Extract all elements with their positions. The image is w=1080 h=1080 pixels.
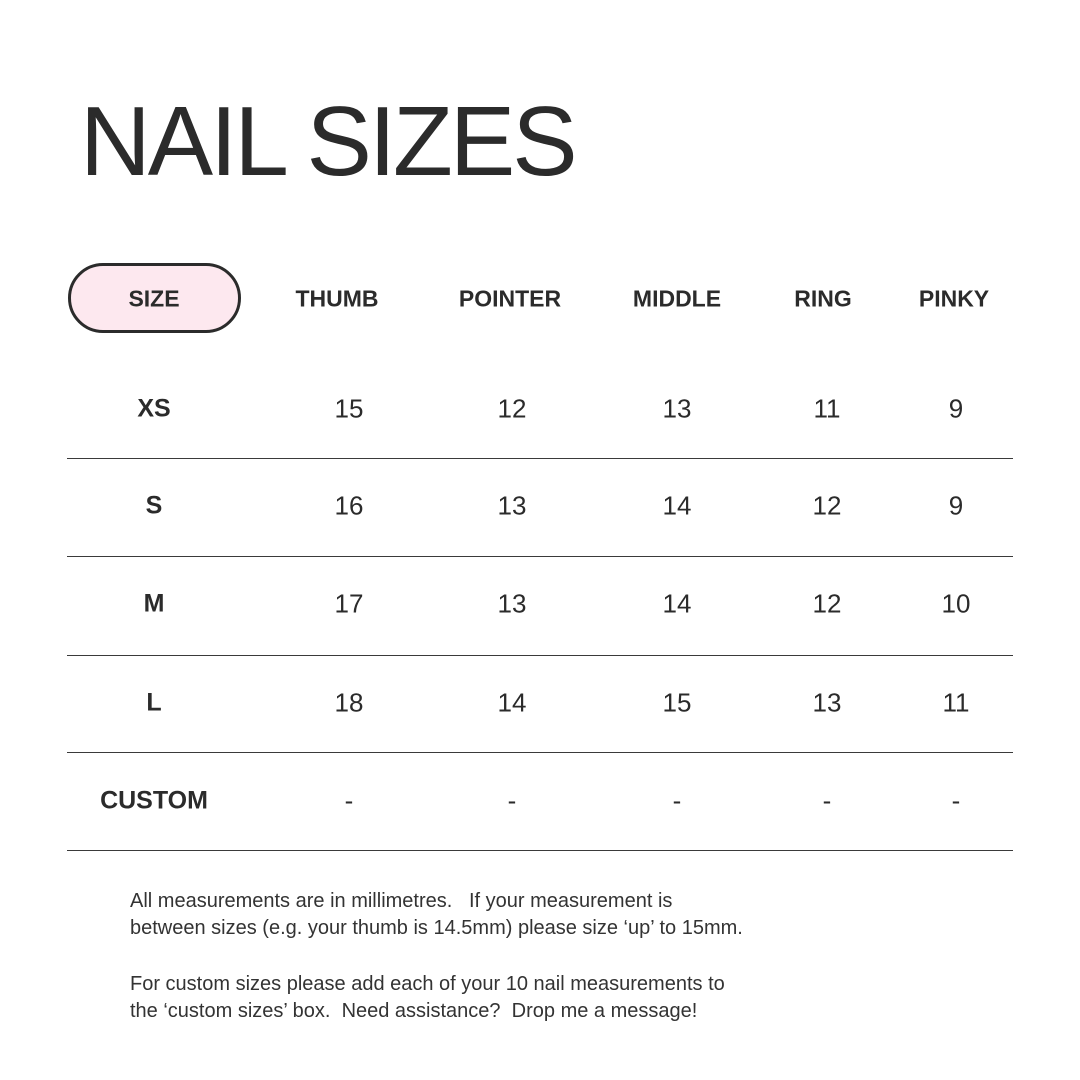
- table-cell: 18: [334, 687, 364, 718]
- table-cell: 13: [662, 393, 692, 424]
- table-cell: 9: [948, 490, 964, 521]
- table-cell: 14: [662, 588, 692, 619]
- note-line: All measurements are in millimetres. If …: [130, 890, 673, 912]
- table-cell: -: [344, 785, 354, 816]
- page-title: NAIL SIZES: [80, 86, 578, 196]
- column-header-size: SIZE: [128, 285, 180, 312]
- table-cell: -: [507, 785, 517, 816]
- row-label: S: [145, 491, 163, 520]
- measurement-note: All measurements are in millimetres. If …: [130, 888, 743, 942]
- size-header-pill: [68, 263, 241, 333]
- row-label: XS: [137, 394, 171, 423]
- table-cell: 14: [662, 490, 692, 521]
- column-header-middle: MIDDLE: [632, 285, 722, 312]
- column-header-ring: RING: [794, 285, 852, 312]
- table-cell: 13: [497, 588, 527, 619]
- row-divider: [67, 752, 1013, 753]
- column-header-thumb: THUMB: [295, 285, 379, 312]
- row-label: L: [146, 688, 162, 717]
- table-cell: 11: [942, 687, 970, 718]
- table-cell: -: [951, 785, 961, 816]
- table-cell: 12: [497, 393, 527, 424]
- table-cell: 11: [813, 393, 841, 424]
- table-cell: 9: [948, 393, 964, 424]
- row-divider: [67, 556, 1013, 557]
- table-cell: 10: [941, 588, 971, 619]
- row-divider: [67, 850, 1013, 851]
- table-cell: -: [672, 785, 682, 816]
- custom-note: For custom sizes please add each of your…: [130, 971, 725, 1025]
- row-divider: [67, 655, 1013, 656]
- table-cell: 13: [812, 687, 842, 718]
- table-cell: 13: [497, 490, 527, 521]
- table-cell: 16: [334, 490, 364, 521]
- table-cell: 15: [334, 393, 364, 424]
- column-header-pointer: POINTER: [458, 285, 562, 312]
- table-cell: 15: [662, 687, 692, 718]
- table-cell: 12: [812, 588, 842, 619]
- note-line: the ‘custom sizes’ box. Need assistance?…: [130, 1000, 698, 1022]
- table-cell: -: [822, 785, 832, 816]
- note-line: For custom sizes please add each of your…: [130, 973, 725, 995]
- table-cell: 14: [497, 687, 527, 718]
- table-cell: 12: [812, 490, 842, 521]
- note-line: between sizes (e.g. your thumb is 14.5mm…: [130, 917, 743, 939]
- row-label: CUSTOM: [100, 786, 208, 815]
- row-divider: [67, 458, 1013, 459]
- column-header-pinky: PINKY: [918, 285, 990, 312]
- table-cell: 17: [334, 588, 364, 619]
- row-label: M: [143, 589, 165, 618]
